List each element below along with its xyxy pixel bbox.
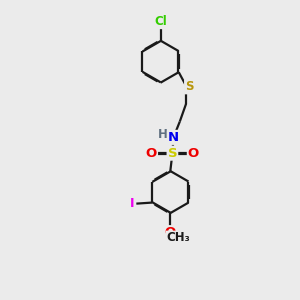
Text: CH₃: CH₃ (167, 231, 190, 244)
Text: O: O (146, 147, 157, 160)
Text: S: S (168, 147, 177, 160)
Text: S: S (185, 80, 194, 93)
Text: O: O (188, 147, 199, 160)
Text: Cl: Cl (154, 15, 167, 28)
Text: H: H (158, 128, 167, 141)
Text: N: N (168, 131, 179, 144)
Text: I: I (130, 197, 135, 210)
Text: O: O (165, 226, 176, 239)
